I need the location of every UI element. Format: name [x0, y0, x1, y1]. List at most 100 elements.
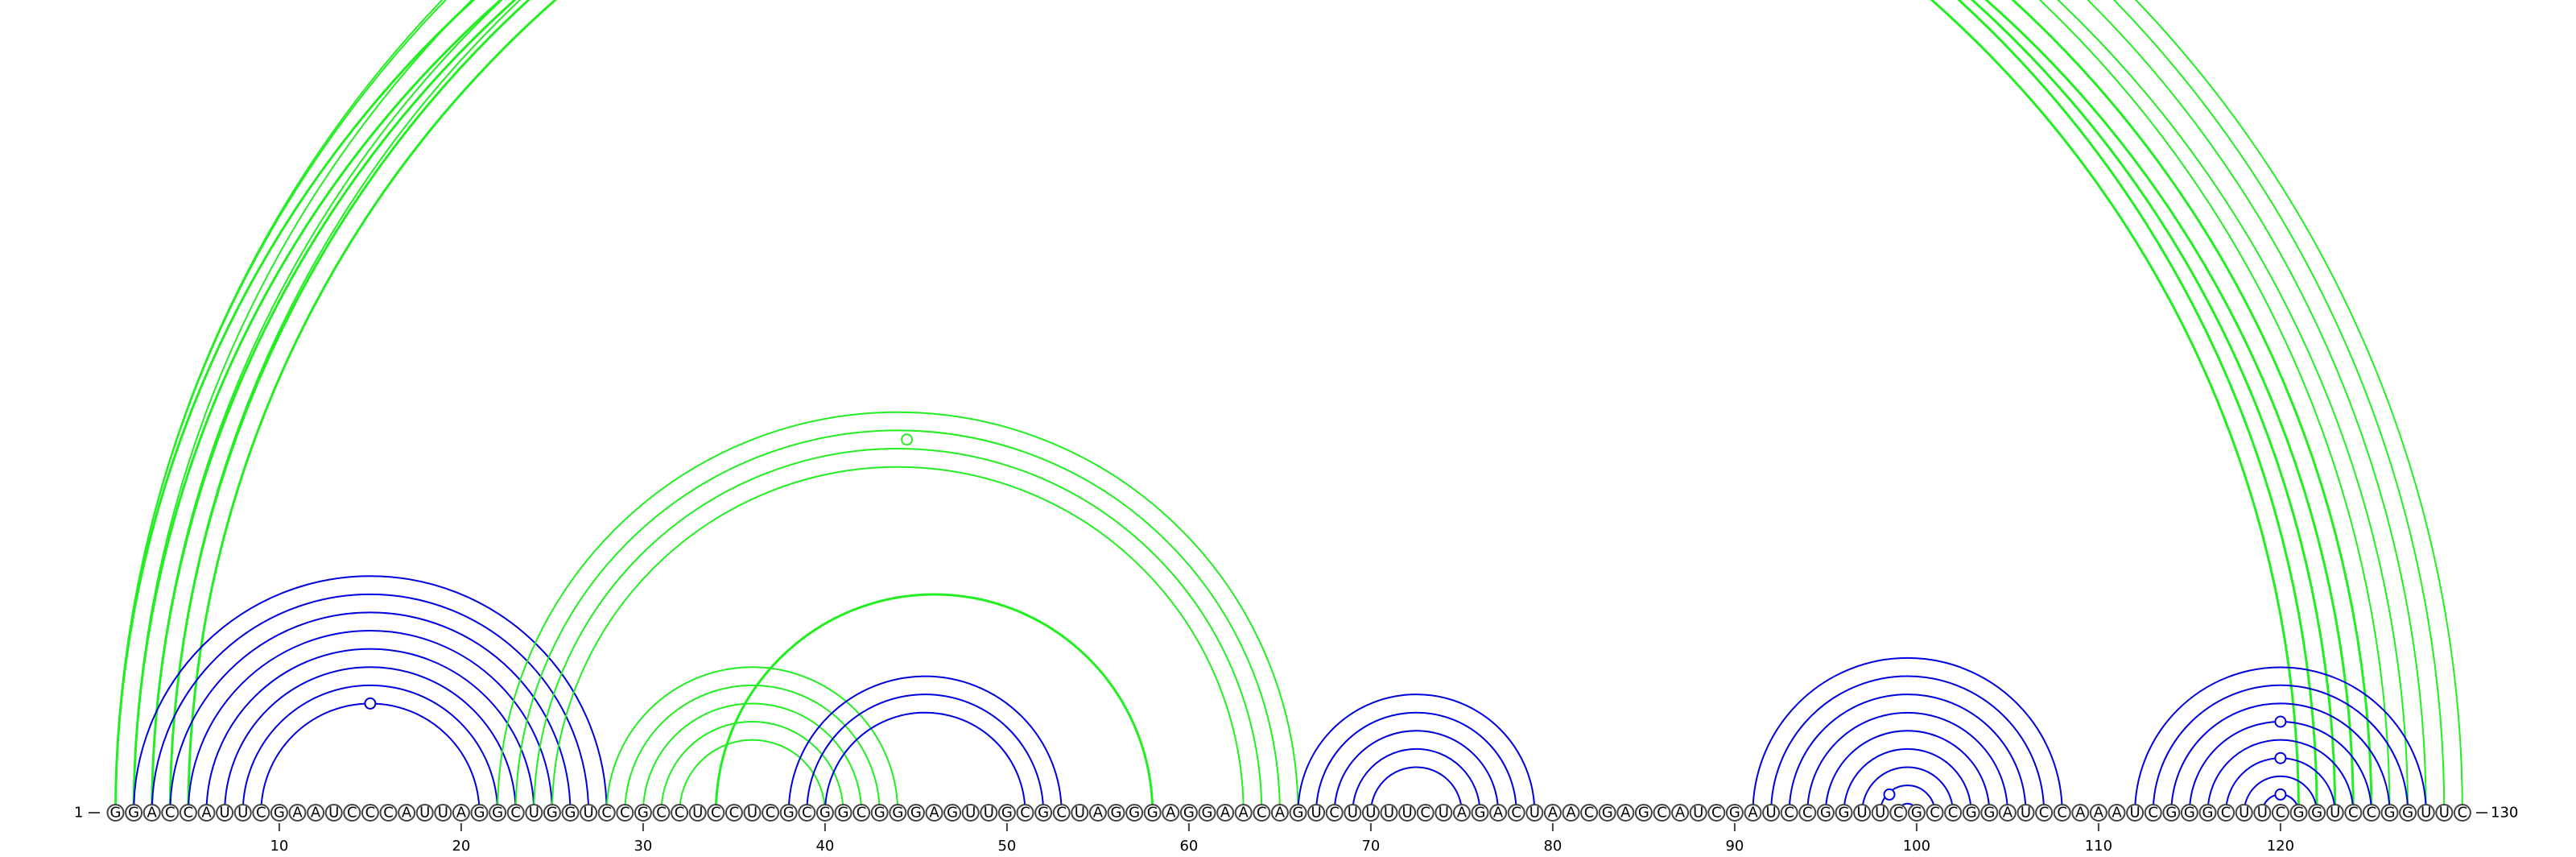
nucleotide-letter-11: A: [292, 805, 303, 822]
nucleotide-circle-73: [1416, 804, 1435, 822]
nucleotide-circle-24: [525, 804, 543, 822]
green-pair-arc-32-40: [679, 739, 826, 814]
green-pair-arc-22-66: [497, 411, 1299, 814]
nucleotide-letter-44: G: [892, 805, 903, 822]
nucleotide-letter-119: U: [2257, 805, 2268, 822]
green-pair-arc-1-122: [114, 0, 2318, 814]
blue-pair-arc-69-76: [1352, 747, 1481, 814]
tick-label-110: 110: [2085, 838, 2112, 855]
nucleotide-circle-34: [707, 804, 725, 822]
nucleotide-letter-87: A: [1675, 805, 1686, 822]
nucleotide-circle-66: [1289, 804, 1307, 822]
arcs-layer: [114, 0, 2463, 814]
nucleotide-circle-67: [1307, 804, 1326, 822]
nucleotide-letter-54: U: [1075, 805, 1085, 822]
nucleotide-letter-120: C: [2276, 805, 2286, 822]
blue-pair-arc-113-127: [2152, 684, 2409, 814]
nucleotide-circle-23: [506, 804, 525, 822]
nucleotide-circle-7: [216, 804, 234, 822]
nucleotide-letter-107: C: [2039, 805, 2050, 822]
tick-label-30: 30: [634, 838, 652, 855]
blue-pair-arc-94-105: [1806, 711, 2008, 814]
nucleotide-circle-119: [2253, 804, 2272, 822]
blue-pair-arc-92-107: [1770, 675, 2046, 814]
nucleotide-letter-18: U: [419, 805, 430, 822]
nucleotide-circle-44: [889, 804, 907, 822]
nucleotide-letter-85: G: [1638, 805, 1649, 822]
nucleotide-letter-12: A: [311, 805, 321, 822]
nucleotide-circle-101: [1926, 804, 1944, 822]
blue-pair-arc-70-75: [1369, 766, 1463, 814]
nucleotide-circle-47: [943, 804, 962, 822]
nucleotide-letter-23: C: [510, 805, 521, 822]
nucleotide-circle-77: [1489, 804, 1508, 822]
tick-label-60: 60: [1179, 838, 1198, 855]
green-pair-arc-2-121: [132, 0, 2300, 814]
green-pair-arc-28-44: [605, 666, 899, 814]
nucleotide-letter-51: C: [1020, 805, 1030, 822]
blue-pair-arc-7-23: [224, 666, 517, 814]
nucleotide-circle-38: [779, 804, 798, 822]
loop-marker-6: [2274, 751, 2287, 764]
nucleotide-circle-74: [1435, 804, 1453, 822]
nucleotide-letter-6: A: [201, 805, 212, 822]
position-axis: 10 20 30 40 50 60 70 80 90 100 110 120: [270, 823, 2294, 855]
nucleotide-circle-124: [2344, 804, 2363, 822]
green-pair-arc-4-127: [169, 0, 2409, 814]
nucleotide-letter-53: C: [1056, 805, 1067, 822]
nucleotide-circle-5: [179, 804, 197, 822]
nucleotide-letter-46: A: [929, 805, 939, 822]
blue-pair-arc-9-21: [260, 702, 481, 814]
nucleotide-circle-28: [597, 804, 616, 822]
nucleotide-letter-125: C: [2367, 805, 2377, 822]
nucleotide-circle-26: [561, 804, 580, 822]
nucleotide-circle-27: [580, 804, 598, 822]
nucleotide-letter-74: U: [1439, 805, 1449, 822]
nucleotide-circle-45: [906, 804, 925, 822]
nucleotide-circle-8: [233, 804, 252, 822]
nucleotide-letter-3: A: [147, 805, 158, 822]
nucleotide-letter-41: G: [838, 805, 849, 822]
nucleotide-letter-127: G: [2402, 805, 2413, 822]
nucleotide-letter-66: G: [1293, 805, 1304, 822]
nucleotide-circle-104: [1980, 804, 1999, 822]
nucleotide-letter-49: U: [984, 805, 994, 822]
nucleotide-circle-39: [798, 804, 816, 822]
nucleotide-letter-109: A: [2075, 805, 2086, 822]
nucleotide-letter-67: U: [1311, 805, 1322, 822]
green-pair-arc-5-124: [187, 0, 2355, 814]
green-pair-arc-3-123: [151, 0, 2337, 814]
nucleotide-circle-99: [1889, 804, 1908, 822]
nucleotide-letter-24: U: [529, 805, 539, 822]
nucleotide-circle-120: [2271, 804, 2289, 822]
nucleotide-letter-99: C: [1893, 805, 1904, 822]
nucleotide-letter-7: U: [220, 805, 230, 822]
nucleotide-letter-17: A: [402, 805, 412, 822]
nucleotide-letter-114: G: [2165, 805, 2177, 822]
nucleotide-circle-129: [2435, 804, 2454, 822]
nucleotide-circle-97: [1853, 804, 1872, 822]
nucleotide-circle-70: [1361, 804, 1380, 822]
nucleotide-letter-118: U: [2239, 805, 2249, 822]
nucleotide-circle-9: [252, 804, 270, 822]
nucleotide-letter-39: C: [802, 805, 812, 822]
nucleotide-letter-45: G: [910, 805, 922, 822]
sequence-start-label: 1: [74, 805, 83, 822]
nucleotide-letter-100: G: [1911, 805, 1922, 822]
nucleotide-circle-4: [161, 804, 180, 822]
nucleotide-letter-26: G: [565, 805, 576, 822]
nucleotide-letter-72: U: [1402, 805, 1413, 822]
nucleotide-letter-95: G: [1820, 805, 1831, 822]
nucleotide-circle-35: [724, 804, 743, 822]
nucleotide-circle-78: [1507, 804, 1525, 822]
nucleotide-circle-96: [1835, 804, 1853, 822]
nucleotide-circle-13: [324, 804, 343, 822]
nucleotide-circle-130: [2453, 804, 2471, 822]
tick-label-80: 80: [1543, 838, 1562, 855]
nucleotide-letter-56: G: [1111, 805, 1122, 822]
nucleotide-letter-102: C: [1948, 805, 1959, 822]
nucleotide-circle-109: [2071, 804, 2090, 822]
nucleotide-letter-19: U: [438, 805, 448, 822]
nucleotide-circle-37: [762, 804, 780, 822]
nucleotide-letter-25: G: [547, 805, 558, 822]
